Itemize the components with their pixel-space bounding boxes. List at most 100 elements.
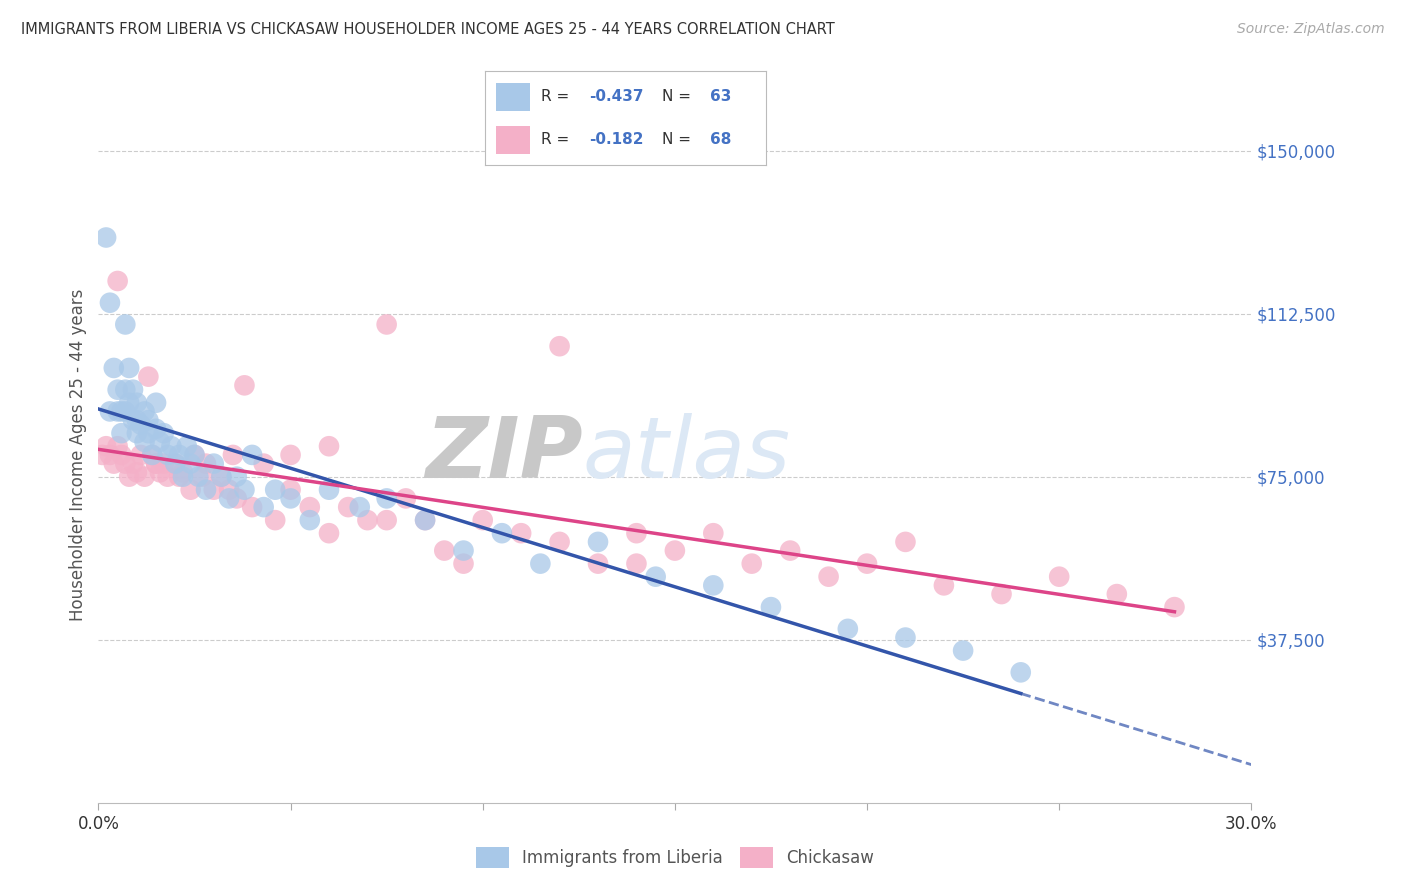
Point: [233, 378, 256, 392]
Text: Source: ZipAtlas.com: Source: ZipAtlas.com: [1237, 22, 1385, 37]
Point: [191, 469, 214, 483]
Point: [990, 587, 1012, 601]
Point: [160, 439, 183, 453]
Point: [129, 417, 152, 432]
Point: [176, 439, 198, 453]
Point: [180, 483, 202, 497]
Point: [145, 457, 167, 471]
Point: [129, 448, 152, 462]
Point: [167, 448, 190, 462]
Point: [118, 396, 141, 410]
Point: [1047, 570, 1070, 584]
Point: [264, 483, 287, 497]
Point: [110, 448, 132, 462]
Point: [138, 413, 160, 427]
Point: [172, 469, 194, 483]
Point: [125, 466, 148, 480]
Point: [529, 557, 551, 571]
Point: [664, 543, 686, 558]
Text: N =: N =: [662, 132, 696, 147]
Point: [91, 448, 114, 462]
Point: [141, 448, 163, 462]
Point: [759, 600, 782, 615]
Point: [183, 448, 205, 462]
Text: R =: R =: [541, 132, 575, 147]
Point: [375, 513, 398, 527]
Point: [894, 535, 917, 549]
Point: [94, 230, 117, 244]
Point: [167, 469, 190, 483]
Point: [233, 483, 256, 497]
Point: [195, 483, 218, 497]
Point: [548, 339, 571, 353]
Point: [98, 404, 121, 418]
Point: [837, 622, 859, 636]
Point: [644, 570, 666, 584]
Point: [298, 513, 321, 527]
Point: [118, 361, 141, 376]
Point: [134, 404, 156, 418]
Point: [114, 318, 136, 332]
Text: IMMIGRANTS FROM LIBERIA VS CHICKASAW HOUSEHOLDER INCOME AGES 25 - 44 YEARS CORRE: IMMIGRANTS FROM LIBERIA VS CHICKASAW HOU…: [21, 22, 835, 37]
Point: [172, 466, 194, 480]
Text: 63: 63: [710, 89, 731, 104]
Point: [298, 500, 321, 514]
Point: [413, 513, 436, 527]
Point: [218, 483, 240, 497]
Point: [1105, 587, 1128, 601]
Point: [280, 448, 302, 462]
Legend: Immigrants from Liberia, Chickasaw: Immigrants from Liberia, Chickasaw: [468, 841, 882, 874]
Point: [165, 457, 187, 471]
Point: [156, 448, 179, 462]
Point: [626, 526, 648, 541]
Point: [318, 483, 340, 497]
Point: [187, 469, 209, 483]
Bar: [496, 83, 530, 111]
Point: [125, 426, 148, 441]
Point: [152, 457, 174, 471]
Point: [134, 434, 156, 449]
Point: [183, 448, 205, 462]
Point: [817, 570, 839, 584]
Point: [894, 631, 917, 645]
Y-axis label: Householder Income Ages 25 - 44 years: Householder Income Ages 25 - 44 years: [69, 289, 87, 621]
Point: [141, 448, 163, 462]
Point: [779, 543, 801, 558]
Point: [702, 526, 724, 541]
Point: [280, 483, 302, 497]
Point: [110, 426, 132, 441]
Point: [932, 578, 955, 592]
Point: [114, 404, 136, 418]
Point: [152, 426, 174, 441]
Point: [149, 466, 172, 480]
Point: [548, 535, 571, 549]
Point: [209, 469, 232, 483]
Point: [114, 383, 136, 397]
Point: [453, 557, 475, 571]
Point: [202, 457, 225, 471]
Text: atlas: atlas: [582, 413, 790, 497]
Point: [122, 383, 145, 397]
Point: [118, 469, 141, 483]
Point: [453, 543, 475, 558]
Point: [318, 526, 340, 541]
Point: [180, 457, 202, 471]
Point: [253, 457, 276, 471]
Point: [122, 457, 145, 471]
Point: [240, 500, 263, 514]
Point: [280, 491, 302, 506]
Point: [138, 369, 160, 384]
Point: [98, 448, 121, 462]
Point: [510, 526, 533, 541]
Point: [125, 396, 148, 410]
Point: [156, 469, 179, 483]
Point: [145, 422, 167, 436]
Point: [413, 513, 436, 527]
Point: [586, 535, 609, 549]
Point: [952, 643, 974, 657]
Point: [122, 413, 145, 427]
Point: [337, 500, 360, 514]
Text: 68: 68: [710, 132, 731, 147]
Point: [225, 469, 247, 483]
Text: N =: N =: [662, 89, 696, 104]
